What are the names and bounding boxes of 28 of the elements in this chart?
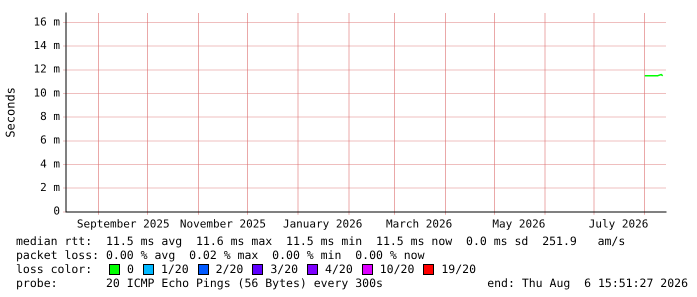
x-tick-label: July 2026 bbox=[588, 217, 648, 230]
x-tick-label: January 2026 bbox=[282, 217, 362, 230]
y-tick-label: 6 m bbox=[40, 134, 60, 147]
legend-label: 2/20 bbox=[216, 262, 244, 276]
legend-label: 3/20 bbox=[270, 262, 298, 276]
legend-label: 4/20 bbox=[325, 262, 353, 276]
x-tick-label: September 2025 bbox=[76, 217, 170, 230]
y-tick-label: 12 m bbox=[34, 62, 60, 76]
text: median rtt: 11.5 ms avg 11.6 ms max 11.5 ms min 11.5 ms now 0.0 ms sd 251.9 am/s bbox=[16, 234, 626, 248]
x-tick-label: May 2026 bbox=[492, 217, 546, 230]
y-tick-label: 4 m bbox=[40, 157, 60, 170]
y-tick-label: 10 m bbox=[34, 86, 60, 100]
y-axis-title: Seconds bbox=[3, 87, 18, 138]
text: probe: 20 ICMP Echo Pings (56 Bytes) every 300s bbox=[16, 276, 383, 290]
y-tick-label: 16 m bbox=[34, 15, 60, 28]
y-tick-label: 8 m bbox=[40, 110, 60, 123]
y-tick-label: 14 m bbox=[34, 38, 60, 52]
legend-label: 10/20 bbox=[380, 262, 414, 276]
y-tick-label: 2 m bbox=[40, 180, 60, 194]
legend-label: 0 bbox=[127, 262, 134, 276]
x-tick-label: March 2026 bbox=[386, 217, 452, 230]
legend-title: loss color: bbox=[16, 262, 94, 276]
legend-label: 19/20 bbox=[441, 262, 476, 276]
text: packet loss: 0.00 % avg 0.02 % max 0.00 % min 0.00 % now bbox=[16, 248, 426, 262]
x-tick-label: November 2025 bbox=[180, 217, 266, 230]
y-tick-label: 0 bbox=[53, 204, 60, 218]
legend-label: 1/20 bbox=[160, 262, 189, 276]
text: end: Thu Aug 6 15:51:27 2026 bbox=[487, 276, 688, 290]
